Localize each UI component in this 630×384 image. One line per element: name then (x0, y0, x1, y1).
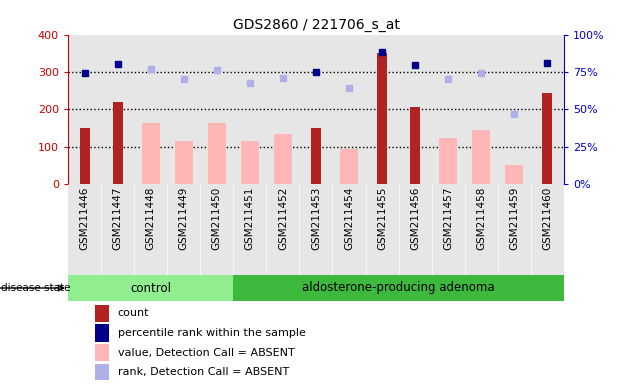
Bar (167, 35, 200, 184)
Bar (299, 35, 333, 184)
Bar (340, 149, 358, 184)
Bar (200, 35, 233, 184)
Text: GSM211454: GSM211454 (344, 187, 354, 250)
Bar (365, 35, 399, 184)
Bar (531, 35, 564, 184)
Bar (377, 53, 387, 184)
Bar (208, 122, 226, 184)
Text: aldosterone-producing adenoma: aldosterone-producing adenoma (302, 281, 495, 295)
Bar (498, 184, 531, 275)
Bar (465, 35, 498, 184)
Text: GSM211447: GSM211447 (113, 187, 123, 250)
Text: GSM211452: GSM211452 (278, 187, 288, 250)
Bar (68, 275, 233, 301)
Bar (95, 344, 109, 361)
Bar (241, 141, 259, 184)
Text: GSM211457: GSM211457 (443, 187, 453, 250)
Bar (134, 35, 167, 184)
Text: disease state: disease state (1, 283, 70, 293)
Bar (531, 184, 564, 275)
Bar (299, 184, 333, 275)
Bar (542, 93, 553, 184)
Bar (95, 324, 109, 342)
Bar (101, 35, 134, 184)
Bar (333, 184, 365, 275)
Text: GSM211455: GSM211455 (377, 187, 387, 250)
Bar (410, 107, 420, 184)
Text: GSM211460: GSM211460 (542, 187, 553, 250)
Bar (311, 128, 321, 184)
Bar (333, 35, 365, 184)
Text: GSM211451: GSM211451 (245, 187, 255, 250)
Bar (68, 184, 101, 275)
Bar (266, 35, 299, 184)
Text: GSM211448: GSM211448 (146, 187, 156, 250)
Text: GSM211458: GSM211458 (476, 187, 486, 250)
Text: GSM211459: GSM211459 (509, 187, 519, 250)
Text: count: count (118, 308, 149, 318)
Bar (134, 184, 167, 275)
Bar (79, 128, 89, 184)
Text: GSM211456: GSM211456 (410, 187, 420, 250)
Bar (101, 184, 134, 275)
Bar (142, 122, 160, 184)
Bar (200, 184, 233, 275)
Bar (167, 184, 200, 275)
Bar (68, 35, 101, 184)
Text: GSM211449: GSM211449 (179, 187, 189, 250)
Text: value, Detection Call = ABSENT: value, Detection Call = ABSENT (118, 348, 294, 358)
Bar (175, 141, 193, 184)
Bar (439, 137, 457, 184)
Bar (399, 184, 432, 275)
Bar (472, 130, 490, 184)
Bar (399, 35, 432, 184)
Bar (432, 35, 465, 184)
Text: control: control (130, 281, 171, 295)
Bar (465, 184, 498, 275)
Bar (498, 35, 531, 184)
Text: GSM211446: GSM211446 (79, 187, 89, 250)
Bar (95, 364, 109, 381)
Bar (432, 184, 465, 275)
Bar (274, 134, 292, 184)
Bar (233, 184, 266, 275)
Text: rank, Detection Call = ABSENT: rank, Detection Call = ABSENT (118, 367, 289, 377)
Bar (113, 102, 123, 184)
Bar (233, 35, 266, 184)
Title: GDS2860 / 221706_s_at: GDS2860 / 221706_s_at (232, 18, 399, 32)
Text: GSM211450: GSM211450 (212, 187, 222, 250)
Bar (266, 184, 299, 275)
Bar (95, 305, 109, 322)
Bar (233, 275, 564, 301)
Text: percentile rank within the sample: percentile rank within the sample (118, 328, 306, 338)
Bar (505, 165, 524, 184)
Text: GSM211453: GSM211453 (311, 187, 321, 250)
Bar (365, 184, 399, 275)
